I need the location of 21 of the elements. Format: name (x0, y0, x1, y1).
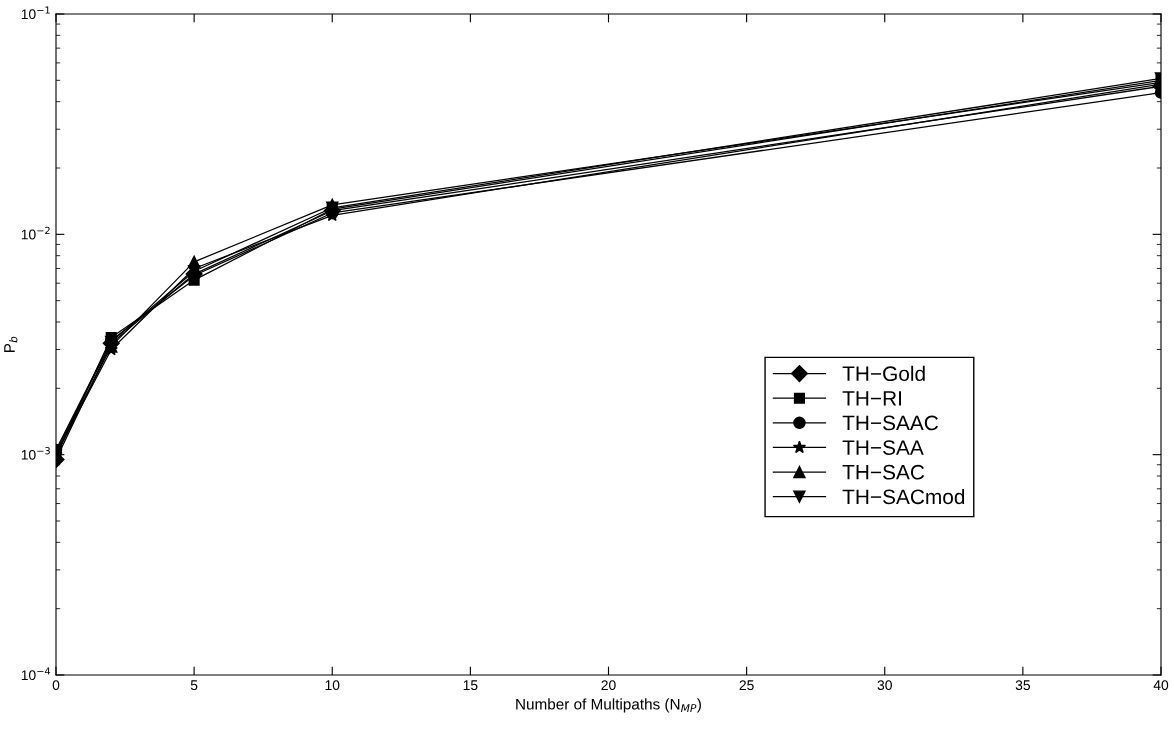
x-tick-label: 35 (1015, 680, 1031, 691)
x-tick-label: 20 (601, 680, 616, 691)
y-axis-title: P$_{b}$ (4, 336, 18, 353)
x-tick-label: 5 (190, 680, 198, 691)
legend-label: TH−Gold (842, 365, 925, 382)
legend-label: TH−RI (842, 391, 901, 406)
y-tick-label: 10$^{−3}$ (21, 447, 50, 460)
legend-label: TH−SAAC (842, 415, 939, 431)
x-tick-label: 0 (52, 680, 60, 691)
legend-label: TH−SACmod (842, 488, 965, 505)
legend-label: TH−SAC (842, 464, 925, 480)
y-tick-label: 10$^{−4}$ (21, 667, 51, 681)
y-tick-label: 10$^{−1}$ (21, 6, 50, 20)
x-tick-label: 40 (1153, 680, 1169, 691)
y-tick-label: 10$^{−2}$ (21, 226, 50, 240)
x-tick-label: 10 (325, 680, 340, 691)
legend-label: TH−SAA (842, 440, 924, 455)
x-tick-label: 25 (739, 680, 754, 691)
x-tick-label: 30 (877, 680, 892, 691)
x-axis-title: Number of Multipaths (N$_{MP}$) (516, 698, 701, 713)
x-tick-label: 15 (463, 680, 478, 691)
